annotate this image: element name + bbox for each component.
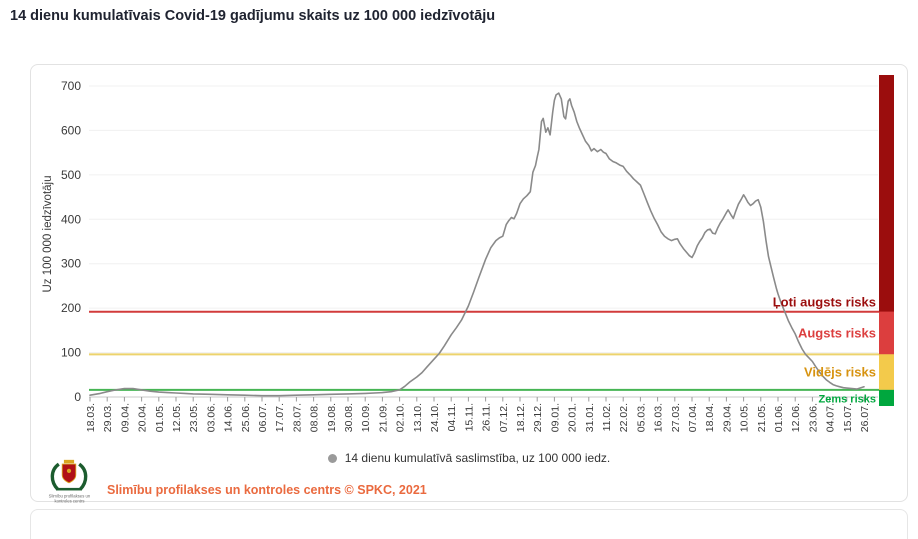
x-tick-label: 25.06.: [240, 403, 252, 432]
legend-marker-icon: [327, 453, 337, 463]
x-tick-label: 09.01.: [549, 403, 561, 432]
x-tick-label: 20.04.: [137, 403, 149, 432]
spkc-logo: Slimību profilakses un kontroles centrs: [43, 459, 95, 505]
risk-band-segment: [879, 354, 894, 390]
x-tick-label: 21.05.: [756, 403, 768, 432]
x-tick-label: 07.12.: [498, 403, 510, 432]
risk-band-segment: [879, 389, 894, 406]
credit-text: Slimību profilakses un kontroles centrs …: [107, 483, 427, 497]
chart-card: 0 100 200 300 400 500 600 700 18.03. 29.03. 09.04.…: [30, 64, 908, 505]
x-tick-label: 28.07.: [291, 403, 303, 432]
legend-label: 14 dienu kumulatīvā saslimstība, uz 100 …: [344, 451, 611, 465]
logo-caption-line1: Slimību profilakses un: [48, 493, 90, 499]
x-tick-label: 19.08.: [326, 403, 338, 432]
x-tick-label: 02.10.: [395, 403, 407, 432]
next-card-edge: [30, 509, 908, 539]
footer: Slimību profilakses un kontroles centrs …: [43, 459, 427, 505]
x-tick-label: 24.10.: [429, 403, 441, 432]
chart-svg: 0 100 200 300 400 500 600 700 18.03. 29.03. 09.04.…: [42, 75, 894, 432]
x-tick-label: 09.04.: [119, 403, 131, 432]
laurel-left-icon: [50, 462, 60, 491]
x-tick-label: 22.02.: [618, 403, 630, 432]
x-tick-label: 01.06.: [773, 403, 785, 432]
risk-band-segment: [879, 75, 894, 312]
legend: 14 dienu kumulatīvā saslimstība, uz 100 …: [31, 451, 907, 465]
x-tick-label: 03.06.: [205, 403, 217, 432]
laurel-right-icon: [78, 462, 88, 491]
page-title: 14 dienu kumulatīvais Covid-19 gadījumu …: [10, 8, 496, 24]
x-tick-label: 12.05.: [171, 403, 183, 432]
x-tick-label: 04.07.: [825, 403, 837, 432]
x-tick-label: 27.03.: [670, 403, 682, 432]
x-tick-label: 26.07.: [859, 403, 871, 432]
x-tick-label: 31.01.: [584, 403, 596, 432]
y-tick-label: 500: [61, 168, 81, 182]
x-tick-label: 29.03.: [102, 403, 114, 432]
risk-label: Vidējs risks: [804, 365, 876, 380]
y-tick-label: 400: [61, 212, 81, 226]
x-tick-label: 07.04.: [687, 403, 699, 432]
x-tick-label: 12.06.: [790, 403, 802, 432]
y-tick-label: 100: [61, 346, 81, 360]
x-tick-label: 05.03.: [635, 403, 647, 432]
shield-icon: [61, 463, 77, 484]
logo-caption-line2: kontroles centrs: [53, 499, 84, 505]
x-tick-label: 10.09.: [360, 403, 372, 432]
x-tick-label: 16.03.: [653, 403, 665, 432]
x-tick-label: 26.11.: [481, 403, 493, 431]
x-tick-label: 29.12.: [532, 403, 544, 432]
risk-label: Augsts risks: [798, 326, 876, 341]
y-axis-title: Uz 100 000 iedzīvotāju: [42, 176, 54, 293]
x-tick-label: 01.05.: [154, 403, 166, 432]
risk-label: Ļoti augsts risks: [773, 295, 876, 310]
x-tick-label: 11.02.: [601, 403, 613, 431]
y-tick-label: 200: [61, 301, 81, 315]
x-tick-label: 04.11.: [446, 403, 458, 431]
x-tick-label: 21.09.: [377, 403, 389, 432]
x-tick-label: 17.07.: [274, 403, 286, 432]
x-tick-label: 29.04.: [721, 403, 733, 432]
risk-band-segment: [879, 311, 894, 355]
x-tick-label: 14.06.: [223, 403, 235, 432]
series-line: [89, 92, 865, 397]
crown-icon: [63, 459, 75, 464]
x-tick-label: 23.05.: [188, 403, 200, 432]
shield-detail-icon: [66, 468, 72, 474]
laurel-base-icon: [56, 487, 82, 491]
y-tick-label: 0: [74, 390, 81, 404]
x-tick-label: 15.07.: [842, 403, 854, 432]
x-tick-label: 18.04.: [704, 403, 716, 432]
x-tick-label: 06.07.: [257, 403, 269, 432]
logo-caption: Slimību profilakses un kontroles centrs: [48, 494, 90, 504]
x-tick-label: 18.12.: [515, 403, 527, 432]
x-tick-label: 13.10.: [412, 403, 424, 432]
spkc-crest-icon: [50, 459, 88, 491]
x-tick-label: 23.06.: [807, 403, 819, 432]
x-tick-label: 30.08.: [343, 403, 355, 432]
x-tick-label: 15.11.: [463, 403, 475, 431]
y-tick-label: 300: [61, 257, 81, 271]
x-tick-label: 10.05.: [739, 403, 751, 432]
x-tick-label: 08.08.: [309, 403, 321, 432]
x-tick-label: 18.03.: [85, 403, 97, 432]
y-tick-label: 700: [61, 79, 81, 93]
risk-label: Zems risks: [819, 393, 876, 405]
x-tick-label: 20.01.: [567, 403, 579, 432]
y-tick-label: 600: [61, 123, 81, 137]
